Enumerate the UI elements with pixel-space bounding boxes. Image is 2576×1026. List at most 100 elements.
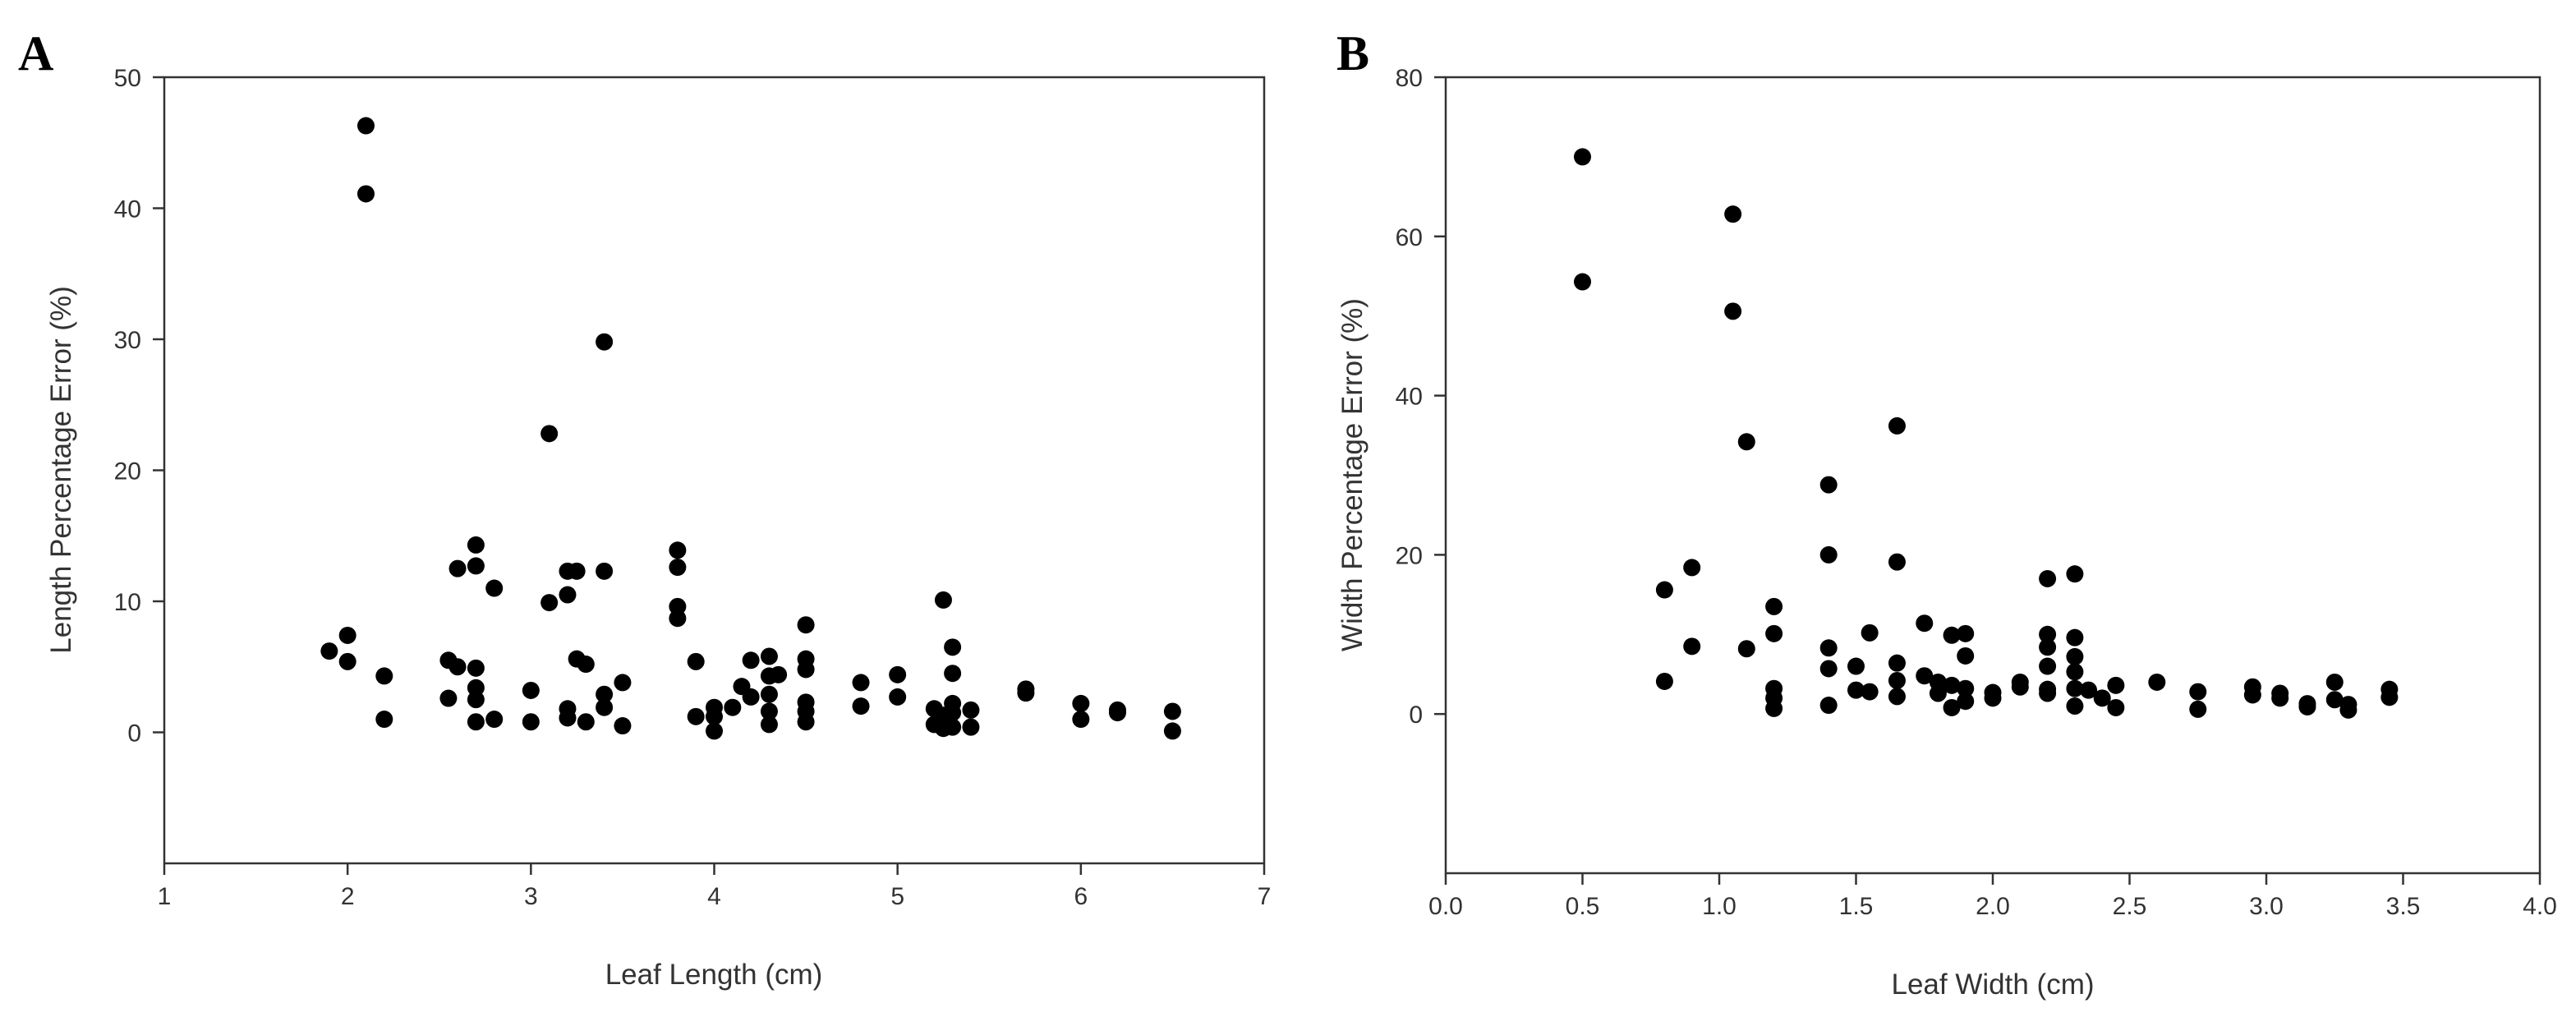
panel-b-data-point bbox=[2148, 673, 2166, 691]
panel-a-data-point bbox=[1163, 722, 1181, 740]
panel-a-x-tick-label: 1 bbox=[158, 883, 172, 910]
panel-b-x-tick-label: 1.5 bbox=[1839, 893, 1874, 920]
panel-b-data-point bbox=[1888, 553, 1906, 571]
panel-b-points bbox=[1574, 148, 2399, 719]
panel-b-data-point bbox=[1819, 697, 1838, 715]
panel-a-data-point bbox=[522, 713, 540, 731]
panel-a-data-point bbox=[1163, 702, 1181, 720]
panel-a-data-point bbox=[944, 665, 962, 683]
panel-b-data-point bbox=[2298, 697, 2316, 715]
panel-b-data-point bbox=[2039, 684, 2057, 702]
panel-b-data-point bbox=[1916, 614, 1934, 633]
panel-a-x-tick-label: 4 bbox=[707, 883, 721, 910]
panel-a-data-point bbox=[467, 557, 485, 575]
panel-b-x-tick-label: 1.0 bbox=[1702, 893, 1736, 920]
panel-a-data-point bbox=[934, 591, 952, 609]
panel-b-data-point bbox=[1861, 683, 1879, 701]
panel-a-data-point bbox=[577, 713, 595, 731]
panel-b-data-point bbox=[1765, 624, 1783, 642]
panel-b-x-tick-label: 3.0 bbox=[2249, 893, 2284, 920]
panel-b-data-point bbox=[2066, 697, 2084, 715]
panel-a-data-point bbox=[320, 642, 338, 660]
panel-b-data-point bbox=[2243, 686, 2261, 704]
panel-a-data-point bbox=[596, 333, 614, 351]
panel-b-data-point bbox=[2189, 700, 2207, 718]
panel-b-data-point bbox=[1574, 148, 1591, 166]
panel-a-data-point bbox=[540, 425, 559, 443]
panel-b-data-point bbox=[1724, 205, 1742, 223]
panel-b-data-point bbox=[2066, 628, 2084, 646]
panel-b-data-point bbox=[1888, 654, 1906, 672]
panel-b-data-point bbox=[2271, 689, 2289, 707]
panel-b-data-point bbox=[1724, 302, 1742, 320]
panel-b-data-point bbox=[1847, 657, 1865, 675]
panel-b-letter: B bbox=[1336, 26, 1369, 81]
panel-b-y-axis-label: Width Percentage Error (%) bbox=[1336, 298, 1368, 651]
panel-b-x-axis-label: Leaf Width (cm) bbox=[1892, 968, 2095, 1001]
panel-a-data-point bbox=[706, 707, 723, 725]
panel-a-data-point bbox=[797, 660, 815, 679]
panel-a-x-ticks: 1 2 3 4 5 6 7 bbox=[158, 863, 1271, 910]
panel-a-data-point bbox=[448, 559, 467, 577]
panel-b-data-point bbox=[1888, 688, 1906, 706]
panel-b-y-tick-label: 0 bbox=[1409, 702, 1423, 729]
panel-b-data-point bbox=[2189, 683, 2207, 701]
panel-a-data-point bbox=[962, 718, 980, 736]
panel-a-data-point bbox=[568, 562, 586, 580]
panel-a-letter: A bbox=[18, 26, 53, 81]
panel-a-data-point bbox=[852, 674, 870, 692]
panel-a-data-point bbox=[669, 597, 687, 615]
panel-b-data-point bbox=[2039, 638, 2057, 656]
panel-b-y-tick-label: 80 bbox=[1396, 65, 1423, 92]
panel-a-points bbox=[320, 117, 1181, 740]
panel-a-plot-frame bbox=[163, 76, 1266, 865]
panel-b-data-point bbox=[1957, 624, 1975, 642]
panel-a-data-point bbox=[742, 688, 760, 706]
panel-b-data-point bbox=[1819, 660, 1838, 678]
panel-a-data-point bbox=[467, 713, 485, 731]
panel-a: A Leaf Length (cm) Length Percentage Err… bbox=[18, 26, 1271, 991]
panel-a-data-point bbox=[596, 698, 614, 716]
panel-a-data-point bbox=[760, 715, 778, 734]
panel-b-data-point bbox=[1957, 679, 1975, 697]
panel-a-data-point bbox=[760, 702, 778, 720]
panel-a-data-point bbox=[485, 579, 504, 597]
panel-b-data-point bbox=[2039, 569, 2057, 587]
panel-a-data-point bbox=[614, 674, 632, 692]
panel-a-x-axis-label: Leaf Length (cm) bbox=[605, 959, 823, 991]
panel-b-data-point bbox=[1957, 646, 1975, 665]
panel-b-data-point bbox=[2066, 663, 2084, 681]
panel-a-y-tick-label: 20 bbox=[114, 458, 141, 485]
panel-a-data-point bbox=[338, 626, 356, 644]
panel-a-x-tick-label: 5 bbox=[890, 883, 904, 910]
panel-b-data-point bbox=[2066, 647, 2084, 665]
panel-a-data-point bbox=[467, 679, 485, 697]
panel-a-data-point bbox=[614, 717, 632, 735]
panel-a-data-point bbox=[467, 691, 485, 709]
panel-a-data-point bbox=[706, 722, 723, 740]
panel-b-x-tick-label: 4.0 bbox=[2523, 893, 2557, 920]
panel-a-y-ticks: 0 10 20 30 40 50 bbox=[114, 65, 164, 748]
panel-b-data-point bbox=[1765, 699, 1783, 717]
panel-b-data-point bbox=[1861, 623, 1879, 642]
panel-b-data-point bbox=[2380, 688, 2399, 706]
panel-b-y-ticks: 0 20 40 60 80 bbox=[1396, 65, 1446, 729]
panel-a-data-point bbox=[559, 709, 577, 727]
panel-b-data-point bbox=[1655, 672, 1673, 690]
panel-a-data-point bbox=[596, 562, 614, 580]
panel-a-data-point bbox=[962, 701, 980, 719]
panel-b-data-point bbox=[1655, 581, 1673, 599]
panel-b-x-tick-label: 2.0 bbox=[1976, 893, 2010, 920]
panel-a-y-tick-label: 50 bbox=[114, 65, 141, 92]
panel-a-data-point bbox=[889, 688, 907, 706]
panel-b-x-tick-label: 0.0 bbox=[1428, 893, 1463, 920]
panel-b-data-point bbox=[1943, 626, 1961, 644]
panel-b-y-tick-label: 20 bbox=[1396, 542, 1423, 569]
panel-a-y-tick-label: 30 bbox=[114, 327, 141, 354]
panel-a-data-point bbox=[1108, 704, 1126, 722]
panel-b-data-point bbox=[2039, 657, 2057, 675]
panel-b-plot-frame bbox=[1444, 76, 2542, 875]
panel-a-data-point bbox=[448, 658, 467, 676]
panel-a-data-point bbox=[1017, 684, 1035, 702]
